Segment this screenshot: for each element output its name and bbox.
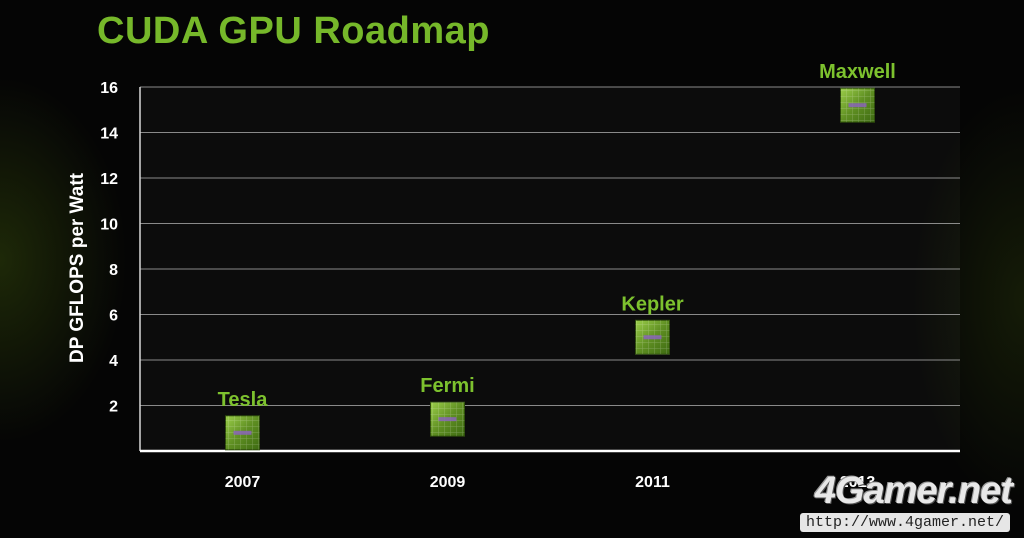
y-tick-label: 14	[100, 126, 118, 143]
chip-core	[643, 335, 662, 340]
y-tick-label: 12	[100, 171, 118, 188]
y-tick-label: 4	[109, 353, 118, 370]
y-tick-label: 8	[109, 262, 118, 279]
axes	[139, 87, 960, 453]
chip-core	[233, 430, 252, 435]
data-points: Tesla Fermi Kepler Maxwell	[218, 61, 896, 451]
point-label: Maxwell	[819, 61, 896, 83]
point-label: Fermi	[420, 375, 474, 397]
y-tick-labels: 2 4 6 8 10 12 14 16	[100, 80, 118, 416]
gridlines	[140, 86, 960, 406]
x-tick-label: 2009	[430, 474, 466, 491]
x-tick-label: 2007	[225, 474, 261, 491]
x-tick-labels: 2007 2009 2011 2013	[225, 474, 876, 491]
data-point: Fermi	[420, 375, 475, 437]
watermark-url: http://www.4gamer.net/	[799, 513, 1010, 532]
point-label: Tesla	[218, 389, 269, 411]
y-tick-label: 6	[109, 308, 118, 325]
data-point: Maxwell	[819, 61, 896, 123]
chip-core	[438, 417, 457, 422]
y-tick-label: 2	[109, 399, 118, 416]
watermark-logo: 4Gamer.net	[815, 470, 1013, 512]
x-tick-label: 2011	[635, 474, 670, 491]
y-tick-label: 16	[100, 80, 118, 97]
data-point: Tesla	[218, 389, 269, 451]
data-point: Kepler	[621, 293, 684, 355]
point-label: Kepler	[621, 293, 683, 315]
chart-title: CUDA GPU Roadmap	[97, 10, 490, 52]
chip-core	[848, 103, 867, 108]
y-tick-label: 10	[100, 217, 118, 234]
x-tick-label: 2013	[840, 474, 876, 491]
